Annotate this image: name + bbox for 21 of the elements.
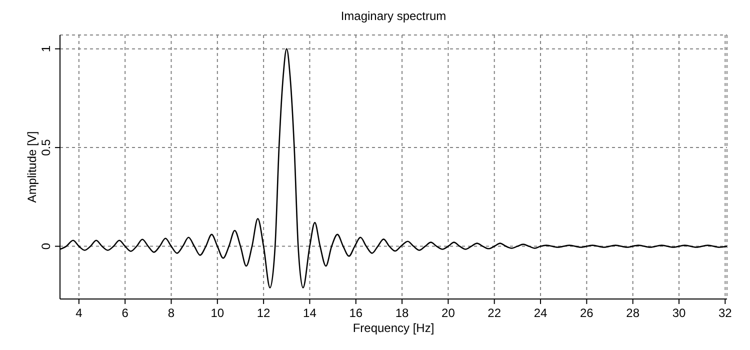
x-tick-label: 26 xyxy=(580,306,594,320)
x-tick-label: 32 xyxy=(718,306,732,320)
x-tick-label: 14 xyxy=(303,306,317,320)
x-tick-label: 4 xyxy=(76,306,83,320)
y-axis-title: Amplitude [V] xyxy=(25,131,39,203)
x-tick-label: 10 xyxy=(210,306,224,320)
x-tick-label: 22 xyxy=(488,306,502,320)
x-tick-label: 16 xyxy=(349,306,363,320)
y-tick-label: 1 xyxy=(39,45,53,52)
chart-title: Imaginary spectrum xyxy=(340,9,446,23)
x-tick-label: 30 xyxy=(672,306,686,320)
x-tick-label: 12 xyxy=(256,306,271,320)
x-axis-title: Frequency [Hz] xyxy=(352,321,434,335)
x-tick-label: 18 xyxy=(395,306,410,320)
x-tick-label: 24 xyxy=(534,306,548,320)
x-tick-label: 28 xyxy=(626,306,640,320)
x-tick-label: 8 xyxy=(168,306,175,320)
x-tick-label: 20 xyxy=(442,306,456,320)
y-tick-label: 0 xyxy=(39,242,53,250)
y-tick-label: 0.5 xyxy=(39,138,53,156)
x-tick-label: 6 xyxy=(122,306,129,320)
